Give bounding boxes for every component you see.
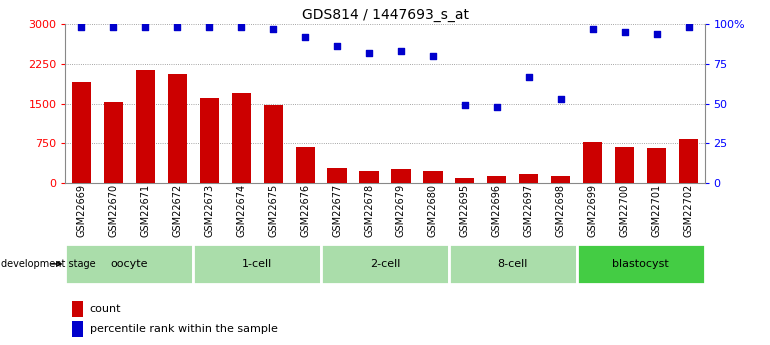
Text: oocyte: oocyte (111, 259, 148, 269)
Bar (360, 171, 379, 183)
Bar (168, 75, 187, 183)
Point (363, 50, 375, 56)
Text: 1-cell: 1-cell (242, 259, 273, 269)
Bar (615, 147, 634, 183)
Point (267, 26, 280, 32)
Text: percentile rank within the sample: percentile rank within the sample (90, 324, 278, 334)
FancyBboxPatch shape (321, 244, 449, 284)
Bar (679, 139, 698, 183)
Bar (72, 82, 91, 183)
Point (427, 53, 439, 59)
Bar (487, 176, 507, 183)
Bar (72, 301, 83, 317)
Bar (232, 93, 251, 183)
Bar (104, 102, 123, 183)
Point (682, 24, 695, 30)
Bar (519, 174, 538, 183)
FancyBboxPatch shape (577, 244, 705, 284)
Text: 2-cell: 2-cell (370, 259, 400, 269)
Point (651, 31, 663, 37)
Point (523, 74, 535, 79)
Point (459, 102, 471, 108)
Point (395, 48, 407, 54)
Text: blastocyst: blastocyst (612, 259, 669, 269)
Point (587, 26, 599, 32)
FancyBboxPatch shape (449, 244, 577, 284)
Point (299, 34, 311, 40)
FancyBboxPatch shape (193, 244, 321, 284)
Bar (136, 70, 155, 183)
Bar (455, 178, 474, 183)
Bar (199, 98, 219, 183)
Point (75, 24, 88, 30)
Bar (424, 171, 443, 183)
Bar (263, 105, 283, 183)
Text: count: count (90, 304, 121, 314)
Point (139, 24, 152, 30)
Bar (551, 176, 571, 183)
Point (490, 104, 503, 109)
Point (171, 24, 183, 30)
Point (554, 96, 567, 101)
Bar (647, 148, 666, 183)
Point (235, 24, 247, 30)
Bar (391, 169, 410, 183)
Point (107, 24, 119, 30)
Point (203, 24, 216, 30)
Title: GDS814 / 1447693_s_at: GDS814 / 1447693_s_at (302, 8, 468, 22)
Point (618, 29, 631, 35)
Bar (72, 322, 83, 337)
Point (331, 43, 343, 49)
FancyBboxPatch shape (65, 244, 193, 284)
Text: 8-cell: 8-cell (497, 259, 528, 269)
Bar (583, 141, 602, 183)
Bar (296, 147, 315, 183)
Bar (327, 168, 346, 183)
Text: development stage: development stage (2, 259, 96, 269)
